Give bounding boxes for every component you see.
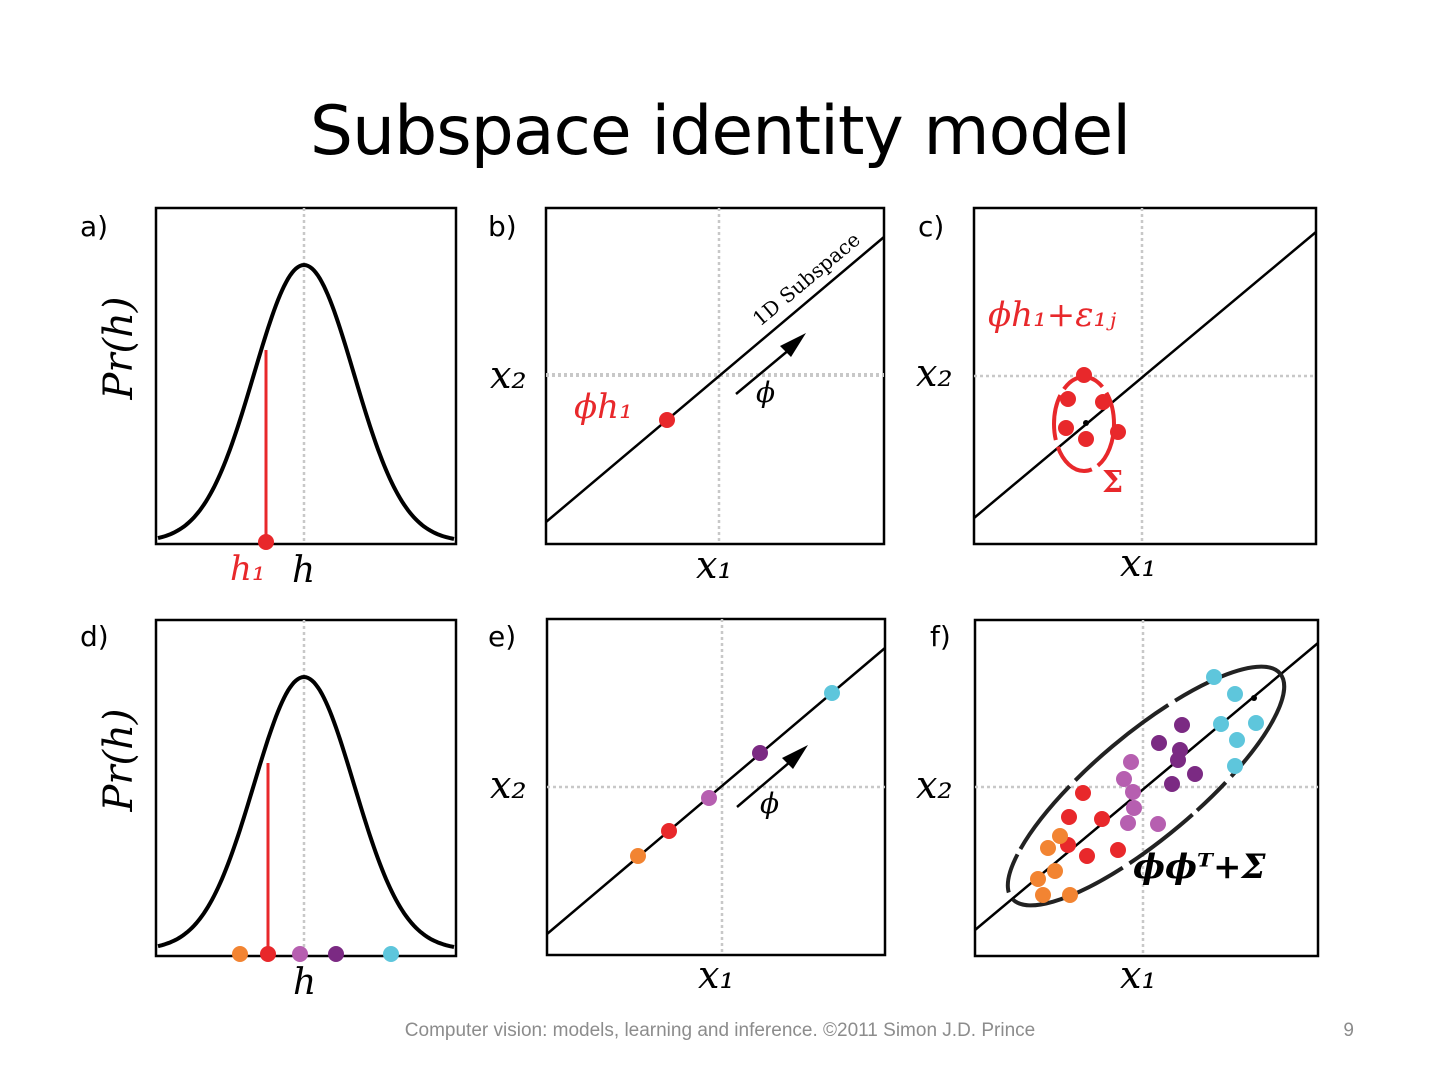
projected-point bbox=[630, 848, 646, 864]
panel-b: b) 1D Subspace ϕ ϕh₁ x₂ x₁ bbox=[488, 206, 886, 587]
sample-point bbox=[1110, 842, 1126, 858]
sample-point bbox=[1078, 431, 1094, 447]
sample-point bbox=[1040, 840, 1056, 856]
phi-arrow bbox=[735, 343, 797, 395]
projected-point bbox=[701, 790, 717, 806]
mean-point bbox=[1083, 420, 1089, 426]
sample-point bbox=[1150, 816, 1166, 832]
sample-point bbox=[1125, 784, 1141, 800]
sample-point bbox=[328, 946, 344, 962]
x-axis-label: x₁ bbox=[1120, 541, 1157, 585]
x-axis-label: x₁ bbox=[698, 953, 735, 997]
sample-point bbox=[1213, 716, 1229, 732]
sample-point bbox=[1206, 669, 1222, 685]
sample-point bbox=[1227, 758, 1243, 774]
panel-label: b) bbox=[488, 210, 517, 243]
sample-points bbox=[232, 946, 399, 962]
sample-point bbox=[292, 946, 308, 962]
plot-frame bbox=[154, 618, 458, 958]
sample-point bbox=[1174, 717, 1190, 733]
subspace-line bbox=[545, 236, 885, 523]
sample-point bbox=[1151, 735, 1167, 751]
gaussian-curve bbox=[157, 262, 455, 541]
projected-points bbox=[630, 685, 840, 864]
panel-label: a) bbox=[80, 210, 108, 243]
arrow-head bbox=[782, 745, 808, 769]
panel-e: e) ϕ x₂ x₁ bbox=[488, 617, 887, 997]
projected-point bbox=[661, 823, 677, 839]
sample-point bbox=[1061, 809, 1077, 825]
covariance-ellipse bbox=[1005, 664, 1287, 908]
sample-point bbox=[1120, 815, 1136, 831]
point-label: ϕh₁ bbox=[574, 387, 633, 427]
mean-point bbox=[1251, 695, 1257, 701]
projected-point bbox=[824, 685, 840, 701]
point-label: ϕh₁+ε₁ⱼ bbox=[988, 295, 1116, 335]
y-axis-label: x₂ bbox=[916, 763, 953, 807]
sample-point bbox=[1062, 887, 1078, 903]
y-axis-label: x₂ bbox=[490, 763, 527, 807]
phi-label: ϕ bbox=[760, 787, 779, 820]
phi-label: ϕ bbox=[756, 376, 775, 409]
panel-a: a) Pr(h) h₁ h bbox=[80, 206, 458, 591]
subspace-line bbox=[973, 231, 1317, 519]
y-axis-label: Pr(h) bbox=[96, 708, 142, 812]
sample-point bbox=[1187, 766, 1203, 782]
sample-point bbox=[1058, 420, 1074, 436]
sample-point bbox=[232, 946, 248, 962]
sample-point bbox=[1075, 785, 1091, 801]
projected-point bbox=[659, 412, 675, 428]
y-axis-label: x₂ bbox=[490, 353, 527, 397]
plot-frame bbox=[154, 206, 458, 546]
arrow-head bbox=[780, 333, 806, 357]
page-number: 9 bbox=[1343, 1020, 1354, 1041]
sample-point bbox=[383, 946, 399, 962]
sample-point bbox=[258, 534, 274, 550]
slide-footer: Computer vision: models, learning and in… bbox=[404, 1020, 1036, 1041]
x-axis-label: x₁ bbox=[1120, 953, 1157, 997]
panel-label: f) bbox=[930, 620, 951, 653]
sample-point bbox=[1035, 887, 1051, 903]
panel-d: d) Pr(h) h bbox=[80, 618, 458, 1003]
gaussian-curve bbox=[157, 674, 455, 949]
sample-point bbox=[1164, 776, 1180, 792]
sample-points bbox=[1058, 367, 1126, 447]
sample-point bbox=[1123, 754, 1139, 770]
sample-point bbox=[260, 946, 276, 962]
sample-point bbox=[1170, 752, 1186, 768]
sample-point bbox=[1110, 424, 1126, 440]
panel-c: c) ϕh₁+ε₁ⱼ Σ x₂ x₁ bbox=[916, 206, 1318, 585]
slide-title: Subspace identity model bbox=[309, 92, 1131, 171]
covariance-label: ϕϕᵀ+Σ bbox=[1133, 847, 1266, 887]
phi-arrow bbox=[736, 755, 798, 808]
sample-point bbox=[1052, 828, 1068, 844]
projected-point bbox=[752, 745, 768, 761]
x-axis-label: h bbox=[293, 962, 316, 1003]
x-axis-label: h bbox=[292, 550, 315, 591]
sample-point bbox=[1248, 715, 1264, 731]
panel-label: d) bbox=[80, 620, 109, 653]
sample-point bbox=[1094, 811, 1110, 827]
panel-f: f) bbox=[916, 618, 1320, 997]
sample-point bbox=[1229, 732, 1245, 748]
sample-point bbox=[1227, 686, 1243, 702]
sample-point bbox=[1095, 394, 1111, 410]
sample-point bbox=[1116, 771, 1132, 787]
x-axis-label: x₁ bbox=[696, 543, 733, 587]
sample-point bbox=[1126, 800, 1142, 816]
sample-point bbox=[1060, 391, 1076, 407]
sample-point bbox=[1079, 848, 1095, 864]
y-axis-label: x₂ bbox=[916, 351, 953, 395]
sample-point bbox=[1047, 863, 1063, 879]
sample-point bbox=[1030, 871, 1046, 887]
panel-label: c) bbox=[918, 210, 944, 243]
covariance-label: Σ bbox=[1102, 465, 1123, 500]
sample-point bbox=[1076, 367, 1092, 383]
sample-points bbox=[1030, 669, 1264, 903]
y-axis-label: Pr(h) bbox=[96, 296, 142, 400]
point-label: h₁ bbox=[230, 549, 266, 589]
panel-label: e) bbox=[488, 620, 516, 653]
